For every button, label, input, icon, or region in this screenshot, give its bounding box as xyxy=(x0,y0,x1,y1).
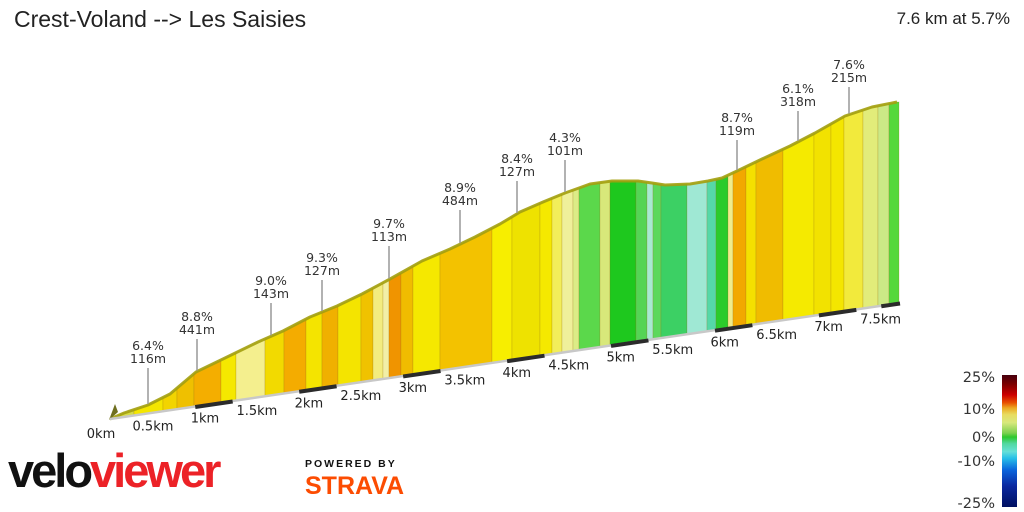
profile-segment xyxy=(235,338,266,401)
distance-tick-bar xyxy=(402,368,441,379)
gradient-annotation: 8.7% 119m xyxy=(719,110,755,138)
veloviewer-logo-velo: velo xyxy=(8,444,93,497)
distance-tick-label: 0km xyxy=(87,427,115,442)
veloviewer-logo[interactable]: veloviewer xyxy=(8,444,221,497)
profile-segment xyxy=(382,278,390,380)
legend-colorbar xyxy=(1002,375,1017,507)
profile-segment xyxy=(755,148,784,325)
profile-segment xyxy=(706,178,717,332)
distance-tick-bar xyxy=(610,338,649,348)
profile-segment xyxy=(635,180,648,343)
strava-logo: STRAVA xyxy=(305,471,405,500)
profile-segment xyxy=(264,329,285,397)
gradient-annotation: 7.6% 215m xyxy=(831,57,867,85)
distance-tick-label: 6.5km xyxy=(756,328,797,343)
distance-tick-bar xyxy=(714,323,753,333)
profile-segment xyxy=(539,197,553,357)
distance-tick-label: 7km xyxy=(814,320,842,335)
distance-tick-bar xyxy=(298,384,337,394)
gradient-annotation: 4.3% 101m xyxy=(547,130,583,158)
page-title: Crest-Voland --> Les Saisies xyxy=(14,6,307,32)
distance-tick-bar xyxy=(880,301,901,309)
distance-tick-label: 3km xyxy=(399,381,427,396)
profile-segment xyxy=(321,304,339,389)
legend-tick-label: -10% xyxy=(958,454,995,470)
legend-tick-label: 10% xyxy=(963,402,995,418)
legend-tick-label: 25% xyxy=(963,370,995,386)
distance-tick-label: 1.5km xyxy=(236,404,277,419)
veloviewer-logo-viewer: viewer xyxy=(90,444,221,497)
legend-tick-label: -25% xyxy=(958,496,995,512)
profile-start-cap xyxy=(109,404,118,420)
profile-segment xyxy=(646,181,654,341)
distance-tick-bar xyxy=(194,399,233,409)
profile-segment xyxy=(360,287,374,383)
profile-segment xyxy=(745,161,757,327)
profile-segment xyxy=(862,105,879,309)
profile-segment xyxy=(660,183,688,339)
distance-tick-label: 5km xyxy=(607,351,635,366)
profile-segment xyxy=(877,103,890,307)
profile-segment xyxy=(388,272,402,379)
profile-segment xyxy=(599,180,611,348)
profile-segment xyxy=(511,202,541,361)
profile-segment xyxy=(609,180,637,346)
distance-tick-label: 3.5km xyxy=(444,374,485,389)
gradient-annotation: 8.4% 127m xyxy=(499,151,535,179)
profile-segment xyxy=(813,123,832,317)
profile-segment xyxy=(715,174,729,331)
powered-by-label: POWERED BY xyxy=(305,458,397,470)
profile-segment xyxy=(732,166,747,328)
distance-tick-label: 0.5km xyxy=(133,419,174,434)
profile-segment xyxy=(888,101,900,306)
distance-tick-bar xyxy=(818,307,857,318)
profile-segment xyxy=(561,189,574,354)
profile-segment xyxy=(412,252,441,375)
profile-segment xyxy=(491,216,513,364)
profile-segment xyxy=(652,182,662,340)
profile-segment xyxy=(782,132,815,321)
gradient-annotation: 9.3% 127m xyxy=(304,250,340,278)
gradient-annotation: 6.1% 318m xyxy=(780,81,816,109)
profile-segment xyxy=(727,172,734,329)
distance-tick-label: 6km xyxy=(710,335,738,350)
profile-segment xyxy=(686,180,708,335)
distance-tick-label: 4km xyxy=(503,366,531,381)
profile-segment xyxy=(843,109,864,312)
profile-segment xyxy=(372,282,384,381)
legend-tick-label: 0% xyxy=(972,430,995,446)
gradient-annotation: 9.0% 143m xyxy=(253,273,289,301)
x-axis-baseline xyxy=(109,301,901,421)
gradient-annotation: 8.8% 441m xyxy=(179,309,215,337)
distance-tick-bar xyxy=(506,353,545,364)
profile-segment xyxy=(551,193,563,355)
profile-segment xyxy=(400,265,414,377)
strava-attribution[interactable]: POWERED BY STRAVA xyxy=(305,459,404,499)
distance-tick-label: 1km xyxy=(191,412,219,427)
profile-segment xyxy=(572,187,580,352)
gradient-annotation: 8.9% 484m xyxy=(442,180,478,208)
distance-tick-label: 5.5km xyxy=(652,343,693,358)
distance-gradient-summary: 7.6 km at 5.7% xyxy=(896,9,1010,28)
profile-segment xyxy=(305,311,323,391)
gradient-annotation: 9.7% 113m xyxy=(371,216,407,244)
distance-tick-label: 2.5km xyxy=(340,389,381,404)
profile-top-edge xyxy=(109,100,898,421)
distance-tick-label: 4.5km xyxy=(548,358,589,373)
gradient-annotation: 6.4% 116m xyxy=(130,338,166,366)
distance-tick-label: 7.5km xyxy=(860,313,901,328)
profile-segment xyxy=(830,115,845,314)
profile-segment xyxy=(578,182,601,351)
distance-tick-label: 2km xyxy=(295,396,323,411)
profile-segment xyxy=(337,293,362,386)
